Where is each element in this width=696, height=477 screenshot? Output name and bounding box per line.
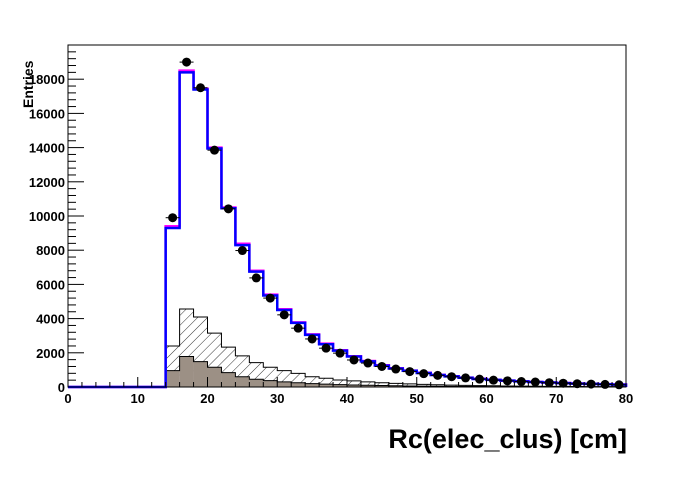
plot-area (68, 58, 626, 390)
data-marker (196, 83, 205, 92)
data-point (389, 365, 403, 374)
filled-bar (221, 373, 235, 387)
data-marker (182, 58, 191, 67)
filled-bar (180, 357, 194, 387)
data-marker (405, 367, 414, 376)
hatched-histogram-outline (68, 309, 626, 387)
filled-bar (208, 367, 222, 387)
data-marker (238, 246, 247, 255)
data-marker (545, 378, 554, 387)
axes: 0 10 20 30 40 50 60 70 80 0 2000 4000 6000 8000 10000 1… (29, 52, 633, 406)
data-marker (252, 273, 261, 282)
data-marker (559, 379, 568, 388)
filled-bar (305, 384, 319, 387)
data-point (473, 375, 487, 384)
data-marker (224, 204, 233, 213)
data-point (180, 58, 194, 67)
y-tick-label: 14000 (29, 141, 65, 156)
y-tick-label: 4000 (36, 312, 65, 327)
data-point (459, 373, 473, 382)
filled-bar (249, 379, 263, 387)
x-tick-label: 50 (410, 391, 424, 406)
x-tick-label: 0 (64, 391, 71, 406)
filled-bar (166, 371, 180, 387)
data-point (194, 83, 208, 92)
data-point (403, 367, 417, 376)
x-tick-label: 70 (549, 391, 563, 406)
data-marker (280, 310, 289, 319)
data-marker (433, 371, 442, 380)
data-marker (419, 369, 428, 378)
data-marker (168, 213, 177, 222)
filled-bar (277, 382, 291, 387)
x-tick-label: 60 (479, 391, 493, 406)
data-point (612, 380, 626, 389)
data-marker (447, 372, 456, 381)
data-marker (489, 376, 498, 385)
data-marker (615, 380, 624, 389)
data-point (235, 246, 249, 255)
data-marker (377, 362, 386, 371)
data-point (249, 273, 263, 282)
step-histogram-line (68, 72, 626, 387)
data-point (291, 324, 305, 333)
data-marker (363, 359, 372, 368)
data-marker (601, 380, 610, 389)
data-point (277, 310, 291, 319)
filled-bar (194, 362, 208, 387)
data-marker (503, 376, 512, 385)
y-tick-label: 0 (58, 380, 65, 395)
y-tick-label: 8000 (36, 243, 65, 258)
data-marker (349, 355, 358, 364)
filled-bar (235, 377, 249, 387)
y-tick-label: 12000 (29, 175, 65, 190)
data-point (417, 369, 431, 378)
data-point (528, 378, 542, 387)
data-point (431, 371, 445, 380)
data-point (375, 362, 389, 371)
data-point (598, 380, 612, 389)
x-axis-label: Rc(elec_clus) [cm] (388, 424, 627, 454)
data-point (166, 213, 180, 222)
data-marker (475, 375, 484, 384)
data-marker (322, 344, 331, 353)
data-marker (531, 378, 540, 387)
data-point (487, 376, 501, 385)
y-tick-label: 6000 (36, 277, 65, 292)
y-tick-label: 2000 (36, 346, 65, 361)
y-axis-label: Entries (20, 60, 36, 108)
data-marker (294, 324, 303, 333)
x-tick-label: 80 (619, 391, 633, 406)
x-tick-label: 30 (270, 391, 284, 406)
data-point (221, 204, 235, 213)
data-point (514, 377, 528, 386)
data-marker (308, 334, 317, 343)
data-marker (461, 373, 470, 382)
filled-bar (291, 383, 305, 387)
data-marker (391, 365, 400, 374)
data-marker (336, 349, 345, 358)
data-point (500, 376, 514, 385)
filled-bar (263, 381, 277, 387)
data-point (445, 372, 459, 381)
data-marker (266, 294, 275, 303)
plot-frame (68, 45, 626, 387)
data-marker (210, 146, 219, 155)
y-tick-label: 10000 (29, 209, 65, 224)
data-marker (517, 377, 526, 386)
step-histogram-line (68, 71, 626, 387)
x-tick-label: 40 (340, 391, 354, 406)
x-tick-label: 10 (131, 391, 145, 406)
x-tick-label: 20 (200, 391, 214, 406)
